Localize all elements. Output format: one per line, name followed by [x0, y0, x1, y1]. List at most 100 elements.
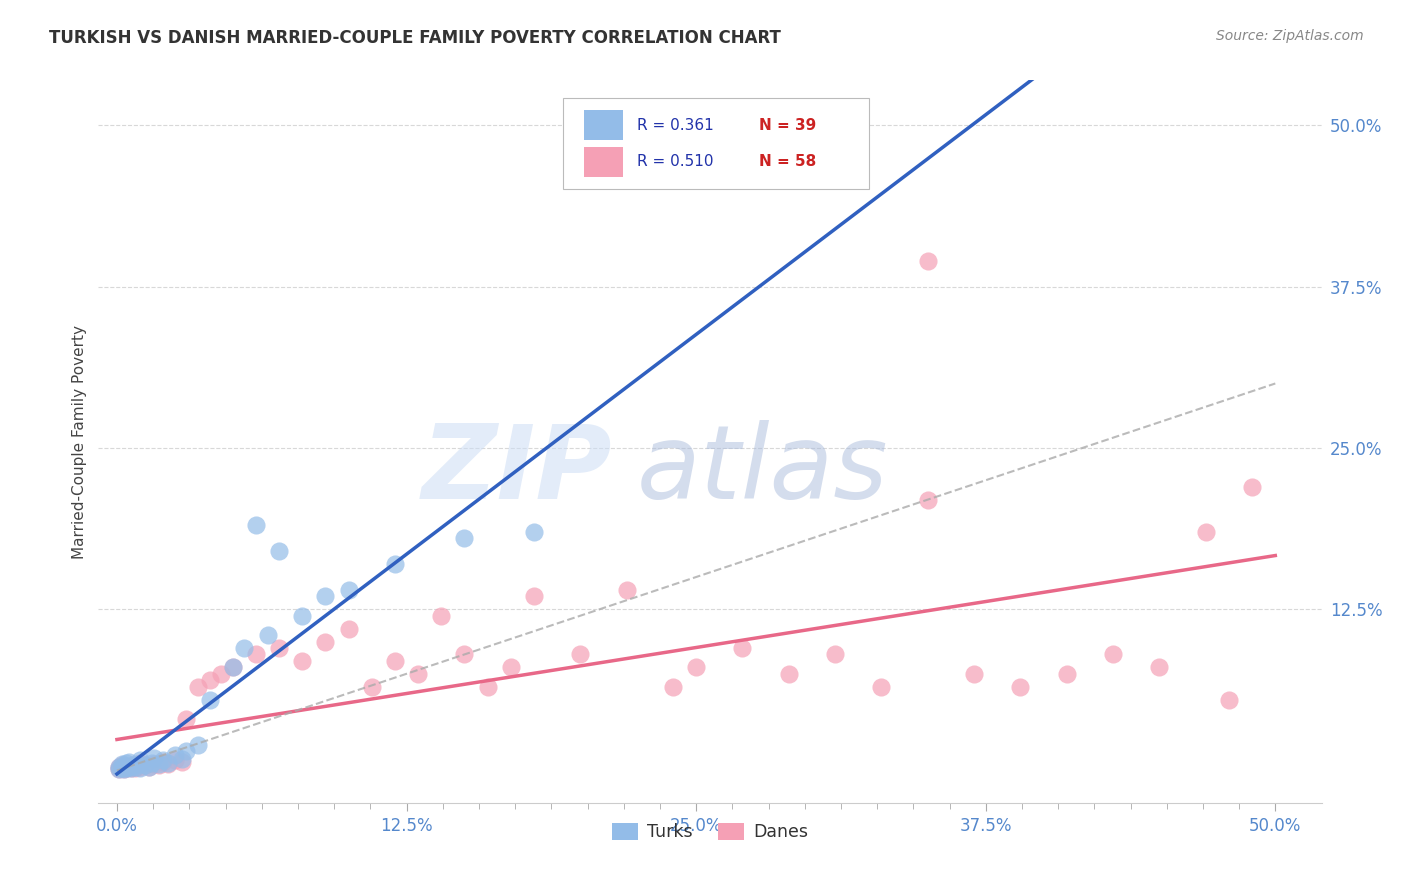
Point: [141, 756, 163, 770]
Point: [110, 758, 132, 772]
Point: [117, 760, 139, 774]
Point: [108, 762, 131, 776]
Point: [108, 760, 131, 774]
Point: [124, 760, 146, 774]
Point: [1056, 666, 1078, 681]
Point: [569, 648, 592, 662]
Point: [963, 666, 986, 681]
Point: [477, 680, 499, 694]
Point: [127, 757, 149, 772]
Point: [499, 660, 522, 674]
Bar: [583, 110, 623, 140]
Point: [824, 648, 846, 662]
Point: [291, 608, 314, 623]
Point: [129, 760, 152, 774]
Point: [112, 762, 135, 776]
Point: [108, 760, 131, 774]
Point: [222, 660, 245, 674]
Point: [1102, 648, 1125, 662]
Point: [148, 757, 170, 772]
Point: [198, 692, 221, 706]
Point: [233, 640, 256, 655]
Point: [616, 582, 638, 597]
Point: [269, 640, 291, 655]
Point: [917, 253, 939, 268]
Point: [134, 758, 156, 772]
Point: [120, 761, 142, 775]
Point: [523, 590, 546, 604]
Point: [120, 761, 142, 775]
Point: [134, 758, 156, 772]
Point: [115, 761, 138, 775]
Point: [245, 648, 267, 662]
Point: [406, 666, 429, 681]
Point: [127, 757, 149, 772]
Point: [108, 762, 131, 776]
FancyBboxPatch shape: [564, 98, 869, 189]
Point: [430, 608, 453, 623]
Point: [187, 680, 209, 694]
Point: [778, 666, 800, 681]
Point: [1241, 480, 1264, 494]
Point: [256, 628, 278, 642]
Legend: Turks, Danes: Turks, Danes: [605, 815, 815, 848]
Text: Source: ZipAtlas.com: Source: ZipAtlas.com: [1216, 29, 1364, 43]
Point: [115, 756, 138, 770]
Point: [1149, 660, 1171, 674]
Point: [152, 753, 174, 767]
Point: [291, 654, 314, 668]
Point: [360, 680, 382, 694]
Point: [245, 518, 267, 533]
Point: [870, 680, 893, 694]
Point: [198, 673, 221, 688]
Bar: [583, 146, 623, 177]
Point: [129, 753, 152, 767]
Point: [453, 648, 475, 662]
Text: R = 0.361: R = 0.361: [637, 118, 713, 133]
Point: [122, 758, 145, 772]
Point: [1195, 524, 1218, 539]
Point: [163, 747, 186, 762]
Point: [662, 680, 685, 694]
Point: [337, 622, 360, 636]
Point: [209, 666, 232, 681]
Text: TURKISH VS DANISH MARRIED-COUPLE FAMILY POVERTY CORRELATION CHART: TURKISH VS DANISH MARRIED-COUPLE FAMILY …: [49, 29, 782, 46]
Point: [112, 762, 135, 776]
Text: atlas: atlas: [637, 420, 889, 520]
Point: [314, 634, 336, 648]
Point: [170, 752, 193, 766]
Point: [143, 750, 166, 764]
Text: N = 58: N = 58: [759, 154, 817, 169]
Point: [129, 761, 152, 775]
Point: [523, 524, 546, 539]
Point: [314, 590, 336, 604]
Point: [453, 531, 475, 545]
Point: [143, 757, 166, 772]
Text: N = 39: N = 39: [759, 118, 817, 133]
Point: [112, 760, 135, 774]
Point: [731, 640, 754, 655]
Point: [685, 660, 707, 674]
Point: [176, 712, 198, 726]
Point: [110, 761, 132, 775]
Point: [1218, 692, 1240, 706]
Point: [337, 582, 360, 597]
Point: [110, 761, 132, 775]
Point: [117, 760, 139, 774]
Point: [156, 757, 179, 772]
Point: [170, 755, 193, 769]
Point: [1010, 680, 1032, 694]
Point: [269, 544, 291, 558]
Point: [152, 755, 174, 769]
Y-axis label: Married-Couple Family Poverty: Married-Couple Family Poverty: [72, 325, 87, 558]
Point: [124, 761, 146, 775]
Point: [115, 761, 138, 775]
Point: [117, 755, 139, 769]
Point: [176, 744, 198, 758]
Point: [138, 760, 160, 774]
Point: [384, 557, 406, 571]
Point: [917, 492, 939, 507]
Point: [384, 654, 406, 668]
Point: [110, 757, 132, 772]
Point: [156, 756, 179, 770]
